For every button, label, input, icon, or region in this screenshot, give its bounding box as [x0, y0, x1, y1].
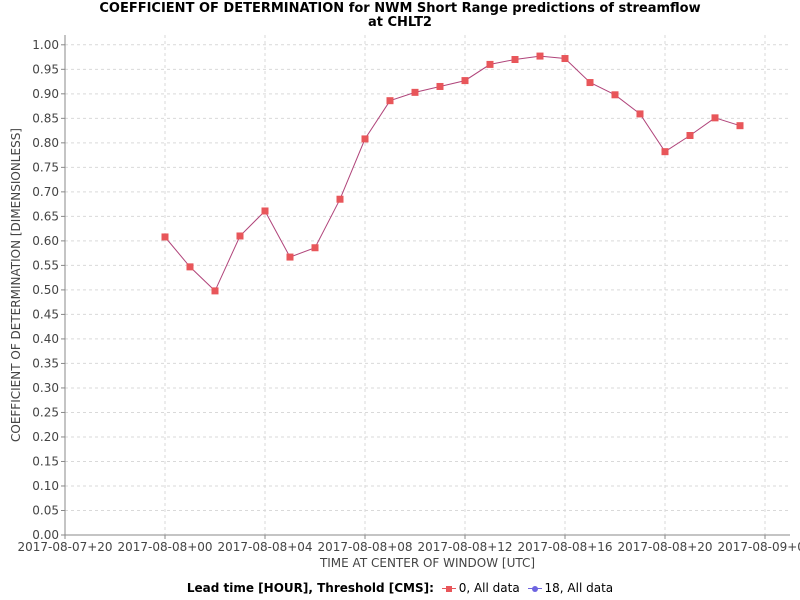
data-point: [711, 114, 719, 122]
data-point: [436, 82, 444, 90]
y-tick-label: 0.65: [32, 209, 59, 223]
x-tick-label: 2017-08-08+20: [617, 540, 712, 554]
y-tick-label: 0.60: [32, 234, 59, 248]
data-point: [561, 55, 569, 63]
y-tick-label: 0.25: [32, 405, 59, 419]
y-tick-label: 0.10: [32, 479, 59, 493]
data-point: [261, 207, 269, 215]
y-tick-label: 0.35: [32, 356, 59, 370]
plot-area: [65, 35, 790, 535]
data-point: [211, 287, 219, 295]
data-point: [336, 195, 344, 203]
legend-label-0: 0, All data: [458, 581, 520, 595]
data-point: [161, 233, 169, 241]
x-tick-label: 2017-08-08+12: [417, 540, 512, 554]
legend-label-1: 18, All data: [544, 581, 614, 595]
data-point: [611, 91, 619, 99]
x-tick-label: 2017-08-08+04: [217, 540, 312, 554]
x-tick-label: 2017-08-07+20: [17, 540, 112, 554]
data-point: [486, 60, 494, 68]
y-tick-label: 0.45: [32, 307, 59, 321]
y-tick-label: 0.15: [32, 454, 59, 468]
data-point: [361, 135, 369, 143]
data-point: [311, 244, 319, 252]
y-tick-label: 0.85: [32, 111, 59, 125]
legend-swatch-0: [441, 584, 456, 594]
y-tick-label: 0.20: [32, 430, 59, 444]
x-axis-label: TIME AT CENTER OF WINDOW [UTC]: [319, 556, 535, 570]
data-point: [236, 232, 244, 240]
data-point: [286, 253, 294, 261]
y-tick-label: 0.70: [32, 185, 59, 199]
y-tick-label: 0.00: [32, 528, 59, 542]
y-tick-label: 1.00: [32, 38, 59, 52]
data-point: [186, 263, 194, 271]
data-point: [386, 97, 394, 105]
x-tick-label: 2017-08-08+08: [317, 540, 412, 554]
y-tick-label: 0.80: [32, 136, 59, 150]
data-point: [661, 148, 669, 156]
series-line-0: [164, 55, 741, 292]
y-tick-label: 0.55: [32, 258, 59, 272]
y-tick-label: 0.05: [32, 503, 59, 517]
data-point: [686, 131, 694, 139]
chart-title-line-2: at CHLT2: [368, 15, 432, 30]
data-point: [636, 110, 644, 118]
legend-swatch-1: [527, 584, 542, 594]
x-tick-label: 2017-08-08+16: [517, 540, 612, 554]
y-tick-label: 0.30: [32, 381, 59, 395]
x-tick-label: 2017-08-09+00: [717, 540, 800, 554]
y-axis-label: COEFFICIENT OF DETERMINATION [DIMENSIONL…: [9, 128, 23, 442]
y-tick-label: 0.90: [32, 87, 59, 101]
chart-title-line-1: COEFFICIENT OF DETERMINATION for NWM Sho…: [99, 1, 701, 16]
data-point: [536, 52, 544, 60]
data-point: [511, 56, 519, 64]
y-tick-label: 0.50: [32, 283, 59, 297]
y-tick-label: 0.40: [32, 332, 59, 346]
data-point: [736, 122, 744, 130]
data-point: [411, 88, 419, 96]
data-point: [461, 77, 469, 85]
x-tick-label: 2017-08-08+00: [117, 540, 212, 554]
data-point: [586, 79, 594, 87]
y-tick-label: 0.95: [32, 62, 59, 76]
legend: Lead time [HOUR], Threshold [CMS]: 0, Al…: [0, 580, 800, 596]
legend-title: Lead time [HOUR], Threshold [CMS]:: [186, 581, 434, 595]
y-tick-label: 0.75: [32, 160, 59, 174]
